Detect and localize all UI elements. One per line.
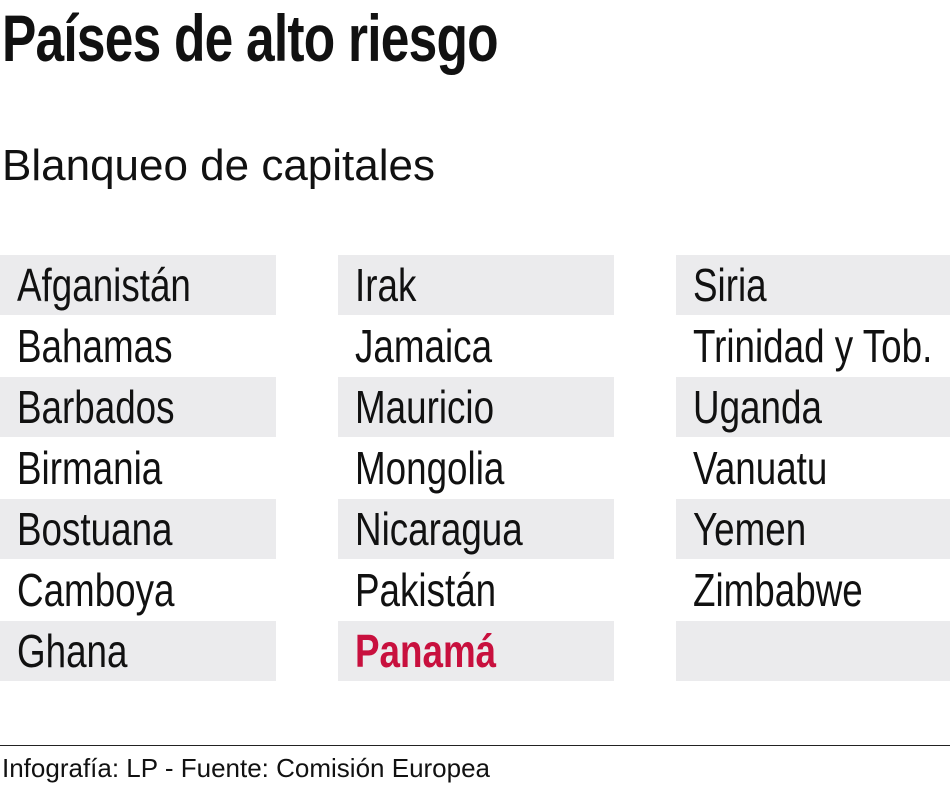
country-name: Jamaica [355, 320, 493, 372]
table-cell: Irak [338, 255, 614, 315]
table-cell: Bahamas [0, 316, 276, 376]
country-name: Irak [355, 259, 417, 311]
table-cell: Panamá [338, 621, 614, 681]
country-name: Bostuana [17, 503, 173, 555]
title: Países de alto riesgo [2, 1, 499, 75]
country-name: Camboya [17, 564, 175, 616]
table-cell: Nicaragua [338, 499, 614, 559]
country-table: Afganistán Bahamas Barbados Birmania Bostuan… [0, 255, 950, 685]
country-name: Mauricio [355, 381, 495, 433]
table-cell: Uganda [676, 377, 950, 437]
country-name: Siria [693, 259, 767, 311]
table-cell [676, 621, 950, 681]
table-cell: Mauricio [338, 377, 614, 437]
table-cell: Siria [676, 255, 950, 315]
table-cell: Yemen [676, 499, 950, 559]
country-name: Afganistán [17, 259, 191, 311]
table-cell: Afganistán [0, 255, 276, 315]
country-name: Vanuatu [693, 442, 828, 494]
country-name: Panamá [355, 625, 497, 677]
subtitle: Blanqueo de capitales [2, 141, 435, 190]
table-cell: Ghana [0, 621, 276, 681]
country-name: Bahamas [17, 320, 173, 372]
footer: Infografía: LP - Fuente: Comisión Europe… [2, 753, 491, 783]
table-cell: Trinidad y Tob. [676, 316, 950, 376]
table-cell: Birmania [0, 438, 276, 498]
table-cell: Vanuatu [676, 438, 950, 498]
country-name: Mongolia [355, 442, 505, 494]
country-name: Barbados [17, 381, 175, 433]
country-name: Zimbabwe [693, 564, 863, 616]
country-name: Nicaragua [355, 503, 523, 555]
table-cell: Mongolia [338, 438, 614, 498]
footer-rule [0, 745, 950, 746]
table-cell: Pakistán [338, 560, 614, 620]
country-name: Pakistán [355, 564, 497, 616]
table-cell: Zimbabwe [676, 560, 950, 620]
country-name: Birmania [17, 442, 163, 494]
country-name: Ghana [17, 625, 128, 677]
country-name: Uganda [693, 381, 822, 433]
table-cell: Barbados [0, 377, 276, 437]
country-name: Yemen [693, 503, 807, 555]
country-name: Trinidad y Tob. [693, 320, 933, 372]
table-cell: Jamaica [338, 316, 614, 376]
table-cell: Bostuana [0, 499, 276, 559]
table-cell: Camboya [0, 560, 276, 620]
